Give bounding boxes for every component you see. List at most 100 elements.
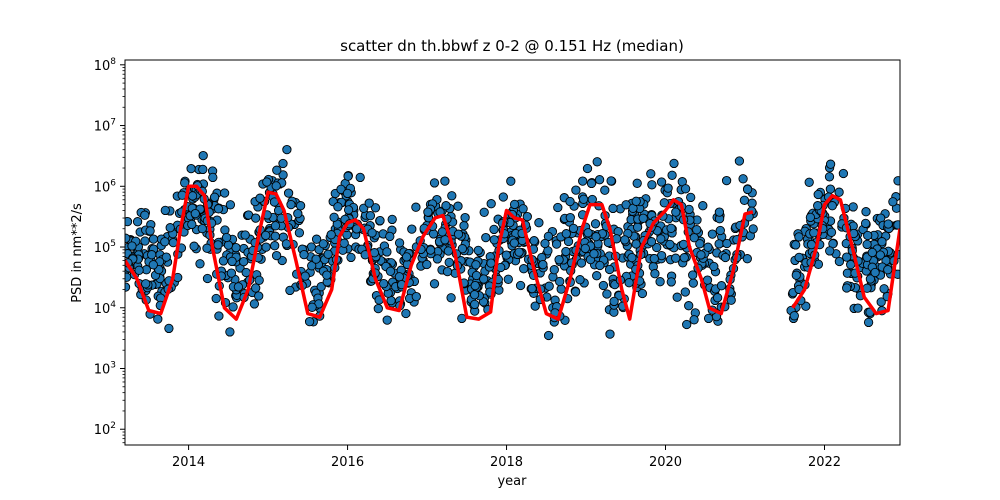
scatter-point [806, 239, 817, 250]
scatter-point [385, 266, 396, 276]
scatter-point [827, 201, 837, 211]
scatter-point [883, 265, 893, 275]
scatter-point [590, 219, 601, 229]
scatter-point [225, 200, 236, 210]
scatter-point [262, 177, 272, 187]
scatter-point [608, 203, 618, 214]
scatter-point [208, 172, 218, 183]
scatter-point [805, 212, 816, 223]
scatter-point [538, 259, 548, 270]
scatter-point [825, 184, 836, 194]
scatter-point [529, 236, 539, 246]
scatter-point [444, 257, 454, 268]
scatter-point [387, 214, 397, 225]
scatter-point [498, 192, 508, 202]
scatter-point [261, 230, 271, 241]
scatter-point [842, 268, 853, 278]
scatter-point [186, 163, 196, 174]
scatter-point [394, 238, 405, 248]
scatter-point [647, 180, 657, 190]
scatter-point [479, 274, 489, 284]
scatter-point [592, 271, 602, 281]
scatter-point [671, 253, 681, 263]
scatter-point [791, 240, 801, 250]
scatter-point [489, 224, 499, 235]
scatter-point [563, 236, 574, 247]
scatter-point [299, 249, 309, 260]
scatter-point [554, 255, 564, 265]
scatter-point [401, 252, 412, 262]
scatter-point [270, 231, 280, 241]
scatter-point [506, 176, 516, 186]
scatter-point [602, 289, 612, 299]
scatter-point [469, 290, 480, 300]
scatter-point [220, 225, 230, 235]
scatter-point [509, 199, 520, 210]
scatter-point [663, 183, 673, 193]
scatter-point [326, 230, 336, 240]
scatter-point [365, 211, 376, 221]
scatter-point [571, 185, 581, 195]
scatter-point [316, 282, 326, 292]
scatter-point [148, 234, 159, 244]
scatter-point [575, 275, 585, 285]
scatter-point [453, 201, 463, 211]
x-tick-label: 2016 [331, 455, 364, 470]
y-tick-label: 104 [94, 300, 117, 317]
scatter-point [809, 228, 819, 238]
scatter-point [696, 250, 706, 260]
scatter-point [278, 158, 288, 169]
scatter-point [190, 208, 200, 219]
scatter-point [255, 193, 265, 203]
scatter-point [692, 225, 702, 235]
scatter-point [153, 314, 163, 324]
scatter-point [586, 178, 597, 189]
scatter-point [270, 221, 281, 231]
scatter-point [355, 172, 365, 183]
scatter-point [180, 178, 190, 188]
scatter-point [665, 239, 675, 250]
scatter-point [148, 260, 158, 270]
scatter-point [578, 176, 588, 186]
scatter-point [680, 287, 690, 297]
scatter-point [231, 242, 241, 253]
scatter-point [714, 239, 724, 249]
scatter-point [227, 256, 237, 267]
scatter-point [300, 271, 310, 281]
scatter-point [834, 187, 844, 197]
scatter-point [470, 280, 480, 291]
scatter-point [304, 316, 315, 327]
scatter-point [893, 220, 900, 230]
y-axis: 102 103 104 105 106 107 108 [94, 57, 125, 444]
scatter-point [164, 323, 174, 334]
scatter-point [295, 201, 306, 211]
scatter-point [561, 246, 571, 257]
scatter-point [318, 239, 328, 249]
scatter-point [213, 240, 223, 250]
scatter-point [879, 284, 889, 294]
scatter-point [251, 283, 261, 293]
scatter-point [519, 264, 529, 274]
scatter-point [442, 266, 453, 277]
scatter-point [679, 253, 689, 263]
scatter-point [198, 150, 208, 161]
scatter-point [486, 199, 496, 209]
scatter-point [367, 228, 377, 238]
scatter-point [646, 237, 657, 247]
scatter-point [688, 278, 698, 288]
scatter-point [411, 291, 421, 302]
scatter-point [140, 210, 150, 220]
scatter-point [551, 239, 562, 249]
scatter-point [893, 176, 900, 186]
scatter-point [370, 203, 381, 213]
scatter-point [364, 198, 374, 208]
scatter-point [877, 237, 887, 247]
scatter-point [261, 242, 271, 252]
y-tick-label: 103 [94, 360, 116, 377]
y-axis-label: PSD in nm**2/s [70, 203, 85, 303]
scatter-point [343, 171, 353, 181]
scatter-point [226, 268, 237, 278]
scatter-point [481, 232, 491, 243]
y-tick-label: 105 [94, 239, 116, 256]
scatter-point [561, 229, 571, 239]
